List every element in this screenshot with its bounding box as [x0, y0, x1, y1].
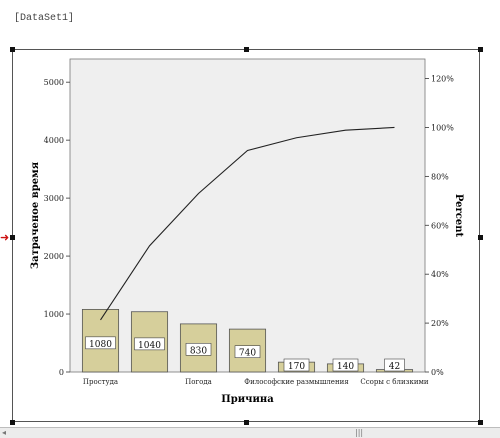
- y-left-tick-label: 2000: [44, 252, 64, 261]
- data-label-box-2: [185, 343, 212, 356]
- data-label-6: 42: [389, 362, 400, 372]
- scroll-left-arrow-icon[interactable]: ◂: [2, 428, 7, 437]
- data-label-box-0: [85, 336, 116, 350]
- data-label-4: 170: [288, 362, 305, 372]
- y-right-tick-label: 40%: [431, 270, 449, 279]
- y-right-tick-label: 0%: [431, 368, 444, 377]
- resize-handle-top-center[interactable]: [244, 47, 249, 52]
- x-axis-label: Причина: [221, 394, 274, 405]
- x-tick-label-0: Простуда: [83, 378, 118, 386]
- y-right-tick-label: 120%: [431, 75, 454, 84]
- y-right-tick-label: 20%: [431, 319, 449, 328]
- data-label-box-4: [283, 358, 310, 372]
- data-label-5: 140: [337, 362, 354, 372]
- selection-arrow-icon: ➜: [0, 232, 10, 244]
- y-right-tick-label: 80%: [431, 172, 449, 181]
- resize-handle-bottom-left[interactable]: [10, 420, 15, 425]
- y-left-tick-label: 1000: [44, 310, 64, 319]
- data-label-box-1: [134, 337, 165, 351]
- y-left-tick-label: 4000: [44, 136, 64, 145]
- y-axis-right-label: Percent: [453, 194, 464, 238]
- resize-handle-bottom-center[interactable]: [244, 420, 249, 425]
- y-right-tick-label: 100%: [431, 123, 454, 132]
- resize-handle-middle-right[interactable]: [478, 235, 483, 240]
- data-label-2: 830: [190, 346, 207, 356]
- x-tick-label-4: Философские размышления: [244, 378, 349, 386]
- x-tick-label-6: Ссоры с близкими: [360, 378, 429, 386]
- y-left-tick-label: 3000: [44, 194, 64, 203]
- data-label-box-6: [384, 358, 405, 372]
- resize-handle-top-right[interactable]: [478, 47, 483, 52]
- y-left-tick-label: 0: [59, 368, 64, 377]
- horizontal-scrollbar[interactable]: ◂ |||: [0, 427, 500, 438]
- data-label-box-5: [332, 358, 359, 372]
- y-axis-left-label: Затраченое время: [30, 161, 41, 269]
- y-right-tick-label: 60%: [431, 221, 449, 230]
- cumulative-percent-line: [100, 126, 395, 321]
- resize-handle-top-left[interactable]: [10, 47, 15, 52]
- dataset-label: [DataSet1]: [14, 13, 75, 24]
- y-left-tick-label: 5000: [44, 78, 64, 87]
- data-label-0: 1080: [89, 340, 112, 350]
- scroll-grip-icon[interactable]: |||: [355, 428, 364, 437]
- resize-handle-middle-left[interactable]: [10, 235, 15, 240]
- plot-area: [69, 58, 426, 373]
- data-label-1: 1040: [138, 341, 161, 351]
- data-label-3: 740: [239, 349, 256, 359]
- data-label-box-3: [234, 345, 261, 358]
- resize-handle-bottom-right[interactable]: [478, 420, 483, 425]
- x-tick-label-2: Погода: [185, 378, 212, 386]
